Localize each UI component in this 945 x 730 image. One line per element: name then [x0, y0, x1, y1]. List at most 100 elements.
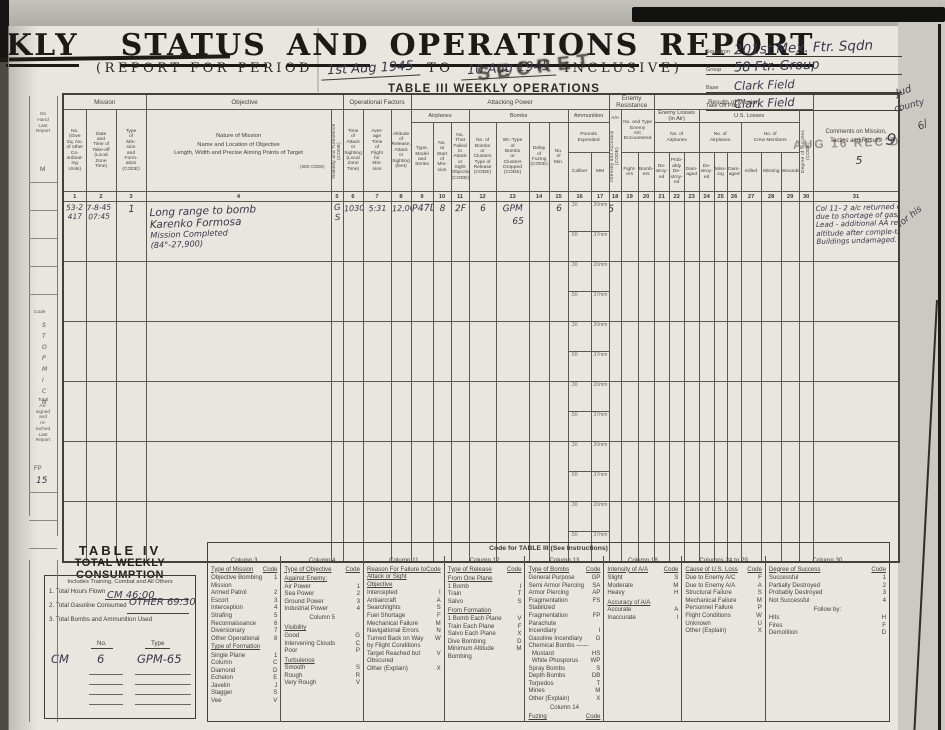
column-number: 20 — [637, 191, 655, 202]
code-item-code: S — [517, 597, 522, 605]
code-item: Searchlights S — [367, 604, 441, 612]
code-item-label: Successful — [768, 574, 799, 582]
table3-weekly-operations: Mission Objective Operational Factors At… — [62, 93, 901, 563]
code-item-label: Due to Enemy A/A — [685, 581, 736, 589]
code-item: Escort 3 — [211, 597, 277, 605]
code-item-code: G — [355, 631, 360, 639]
code-column-header: Column 11 — [389, 557, 419, 564]
code-item-label: Mechanical Failure — [685, 596, 737, 604]
code-item-label: Searchlights — [366, 604, 401, 612]
column-number: 16 — [567, 191, 592, 202]
handwritten-entry: 5:31 — [364, 203, 390, 214]
column-number: 5 — [330, 191, 344, 202]
code-item: Armed Patrol 2 — [211, 589, 277, 597]
blank-rule — [89, 704, 123, 705]
aa-label: A/A — [611, 116, 619, 121]
code-item: Diamond D — [211, 667, 277, 675]
code-item-label: Inaccurate — [607, 613, 636, 621]
code-item: Structural Failure S — [685, 589, 762, 597]
handwritten-line: 5:31 — [367, 203, 387, 214]
column-number: 8 — [390, 191, 412, 202]
mission-data-cell: Col 11- 2 a/c returned early due to short… — [812, 201, 900, 262]
code-item: Interception 4 — [211, 604, 277, 612]
mission-data-cell — [468, 441, 497, 502]
mission-data-cell: 8 — [432, 201, 452, 262]
code-subcolumn-header: Column 14 — [549, 704, 579, 711]
mission-data-cell — [62, 321, 87, 382]
strip-code-letter: N — [42, 399, 47, 406]
code-item: Personnel Failure P — [685, 604, 762, 612]
code-item: Smooth S — [284, 664, 360, 672]
mission-data-cell — [683, 321, 700, 382]
code-code-label: Code — [585, 565, 601, 573]
column-header-29: Wounded — [780, 152, 800, 192]
column-number: 15 — [548, 191, 569, 202]
table4-line3: 3. Total Bombs and Ammunition Used — [49, 616, 191, 630]
mission-data-cell: 5:31 — [362, 201, 392, 262]
code-item: Incendiary I — [528, 627, 600, 635]
mission-data-cell — [342, 381, 364, 442]
subgroup-header-enemy-losses: Enemy Losses (In Air) — [653, 109, 700, 123]
code-item: Other Operational 8 — [211, 635, 277, 643]
mission-data-cell — [740, 441, 762, 502]
mission-data-cell — [713, 381, 728, 442]
title-word: OPERATIONS — [389, 28, 640, 67]
mission-data-cell: 53-2 417 — [62, 201, 87, 262]
code-item: Gasoline Incendiary G — [528, 635, 600, 643]
mission-data-cell — [450, 261, 470, 322]
mission-data-cell — [410, 381, 434, 442]
mission-data-cell — [726, 261, 742, 322]
mission-data-cell — [683, 441, 700, 502]
mission-data-cell — [85, 381, 117, 442]
mission-block-row: .30 20mm — [62, 261, 900, 322]
code-item-label: Other (Explain) — [528, 694, 570, 702]
table3-title: TABLE III WEEKLY OPERATIONS — [388, 83, 601, 95]
mission-data-cell — [653, 381, 670, 442]
column-number: 25 — [713, 191, 728, 202]
code-item-label: Heavy — [607, 589, 625, 597]
code-item-label: Sea Power — [284, 590, 315, 598]
code-table-title: Code for TABLE III (See Instructions) — [489, 545, 608, 552]
mission-block-row: .30 20mm — [62, 501, 900, 562]
code-item: Spray Bombs S — [528, 665, 600, 673]
mission-data-cell — [468, 501, 497, 562]
mission-data-cell — [726, 321, 742, 382]
mission-data-cell — [812, 321, 900, 382]
code-list-label: Reason For Failure to Attack or Sight Ob… — [366, 565, 426, 588]
code-item: Rough R — [284, 672, 360, 680]
mission-data-cell — [637, 381, 655, 442]
code-item-label: Flight Conditions — [685, 611, 731, 619]
code-code-label: Code — [262, 565, 278, 573]
strip-code-letter: C — [42, 388, 47, 395]
table3-grid: Mission Objective Operational Factors At… — [62, 93, 901, 563]
unit-field-value: Clark Field — [733, 76, 795, 94]
mission-data-cell — [780, 261, 800, 322]
ammo-caliber-preprint: .30 — [567, 441, 592, 472]
code-item-label: Objective Bombing Mission — [211, 574, 264, 589]
mission-data-cell — [683, 381, 700, 442]
mission-data-cell — [713, 321, 728, 382]
table4-line1: 1. Total Hours Flown CM 46:00 — [49, 588, 191, 602]
column-header-21: De- stroy- ed — [653, 152, 670, 192]
code-code-label: Code — [426, 565, 441, 573]
code-item: Very Rough V — [284, 679, 360, 687]
mission-data-cell — [698, 321, 715, 382]
column-header-30-text: Degree of Success (CODE) — [800, 129, 811, 173]
code-column-header: Columns 24 to 29 — [699, 557, 748, 564]
mission-data-cell — [798, 441, 814, 502]
group-header-mission: Mission — [62, 93, 147, 110]
code-list-label: Type of Formation — [211, 643, 261, 651]
code-list-header: Cause of U.S. Loss Code — [685, 566, 762, 574]
code-item-label: Accurate — [607, 606, 632, 614]
code-item-code: U — [757, 619, 762, 627]
code-item-label: Single Plane — [211, 651, 246, 659]
ammo-caliber-preprint: 37mm — [590, 351, 610, 382]
ammo-caliber-preprint: 20mm — [590, 201, 610, 232]
code-item: Fuel Shortage F — [367, 612, 441, 620]
mission-data-cell — [62, 261, 87, 322]
handwritten-line: GPM — [502, 203, 523, 215]
code-item-label: Stagger — [211, 689, 233, 697]
mission-data-cell — [620, 201, 639, 262]
code-item-code: R — [355, 671, 360, 679]
code-item-label: Slight — [607, 574, 623, 582]
